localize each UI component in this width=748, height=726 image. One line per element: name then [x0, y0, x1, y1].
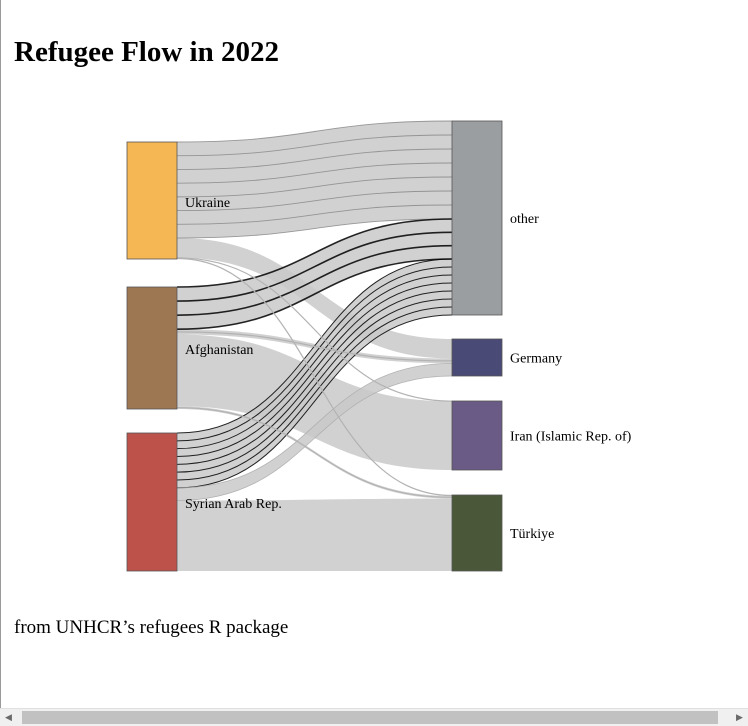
subflow-line-ukraine-to-other — [176, 218, 453, 239]
label-syrian-arab-rep: Syrian Arab Rep. — [185, 497, 282, 512]
label-afghanistan: Afghanistan — [185, 343, 253, 358]
subflow-line-ukraine-to-other — [176, 148, 453, 170]
subflow-line-afghanistan-to-other — [176, 231, 453, 302]
subflow-line-syrian-arab-rep-to-other — [176, 282, 453, 457]
sankey-nodes — [126, 120, 503, 572]
subflow-line-afghanistan-to-other — [176, 244, 453, 316]
sankey-labels: Ukraine Afghanistan Syrian Arab Rep. other G… — [185, 196, 632, 542]
node-syrian-arab-rep — [126, 432, 178, 572]
subflow-line-syrian-arab-rep-to-other — [176, 314, 453, 489]
node-afghanistan — [126, 286, 178, 410]
subflow-line-syrian-arab-rep-to-other — [176, 306, 453, 481]
sankey-link-details — [176, 120, 453, 501]
subflow-line-ukraine-to-other — [176, 134, 453, 157]
subflow-line-afghanistan-to-other — [176, 258, 453, 331]
scrollbar-thumb[interactable] — [22, 711, 718, 724]
label-t-rkiye: Türkiye — [510, 527, 554, 542]
small-flow-line-ukraine-to-iran-islamic-rep-of — [176, 257, 453, 402]
link-syrian-arab-rep-to-germany — [177, 363, 452, 501]
small-flow-line-afghanistan-to-germany — [176, 331, 453, 362]
node-germany — [451, 338, 503, 377]
subflow-line-syrian-arab-rep-to-other — [176, 298, 453, 473]
subflow-line-syrian-arab-rep-to-other — [176, 274, 453, 450]
subflow-line-ukraine-to-other — [176, 120, 453, 143]
node-ukraine — [126, 141, 178, 260]
node-other — [451, 120, 503, 316]
link-syrian-arab-rep-to-t-rkiye — [177, 498, 452, 571]
scroll-left-arrow-icon[interactable]: ◀ — [5, 712, 12, 723]
subflow-line-ukraine-to-other — [176, 204, 453, 225]
subflow-line-ukraine-to-other — [176, 176, 453, 198]
scroll-right-arrow-icon[interactable]: ▶ — [736, 712, 743, 723]
link-afghanistan-to-iran-islamic-rep-of — [177, 334, 452, 470]
window-border — [0, 0, 1, 708]
subflow-line-syrian-arab-rep-to-germany — [176, 375, 453, 501]
link-afghanistan-to-other — [177, 219, 452, 330]
link-ukraine-to-other — [177, 121, 452, 239]
label-germany: Germany — [510, 352, 562, 367]
sankey-chart: Ukraine Afghanistan Syrian Arab Rep. other G… — [126, 120, 632, 572]
small-flow-line-ukraine-to-t-rkiye — [176, 257, 453, 497]
subflow-line-syrian-arab-rep-to-germany — [176, 362, 453, 489]
subflow-line-afghanistan-to-other — [176, 218, 453, 288]
subflow-line-ukraine-to-other — [176, 162, 453, 184]
horizontal-scrollbar[interactable]: ◀ ▶ — [0, 708, 748, 726]
node-iran-islamic-rep-of — [451, 400, 503, 471]
subflow-line-ukraine-to-other — [176, 190, 453, 212]
label-iran-islamic-rep-of: Iran (Islamic Rep. of) — [510, 430, 632, 445]
label-ukraine: Ukraine — [185, 196, 230, 211]
node-t-rkiye — [451, 494, 503, 572]
small-flow-line-afghanistan-to-t-rkiye — [176, 407, 453, 498]
subflow-line-syrian-arab-rep-to-other — [176, 266, 453, 442]
page-title: Refugee Flow in 2022 — [14, 36, 279, 68]
label-other: other — [510, 212, 539, 227]
source-caption: from UNHCR’s refugees R package — [14, 617, 289, 638]
